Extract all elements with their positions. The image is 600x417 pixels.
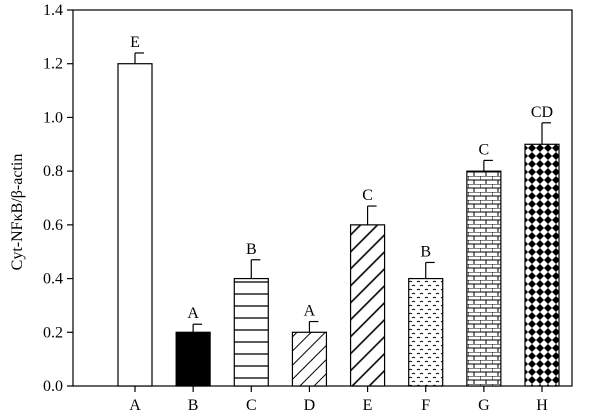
bar-F xyxy=(408,277,444,387)
significance-label: A xyxy=(187,305,199,322)
x-tick-label: C xyxy=(246,397,257,414)
y-tick-label: 0.2 xyxy=(43,324,63,341)
significance-label: B xyxy=(420,243,431,260)
bar-H xyxy=(524,143,560,387)
x-tick-label: A xyxy=(129,397,141,414)
bar-B xyxy=(175,331,211,387)
y-tick-label: 0.8 xyxy=(43,163,63,180)
significance-label: CD xyxy=(531,104,553,121)
x-tick-label: G xyxy=(478,397,490,414)
x-tick-label: D xyxy=(304,397,316,414)
bars: E A B A C B C CD xyxy=(117,34,560,387)
y-tick-label: 0.4 xyxy=(43,271,63,288)
y-axis-title: Cyt-NFκB/β-actin xyxy=(9,154,26,271)
y-tick-label: 1.2 xyxy=(43,56,63,73)
x-tick-label: E xyxy=(363,397,373,414)
x-tick-label: F xyxy=(421,397,430,414)
bar-C xyxy=(233,277,269,387)
significance-label: E xyxy=(130,34,140,51)
y-tick-label: 1.4 xyxy=(43,2,63,19)
y-axis: 0.0 0.2 0.4 0.6 0.8 1.0 1.2 1.4 xyxy=(43,2,73,395)
bar-E xyxy=(349,224,386,387)
bar-A xyxy=(117,63,153,387)
y-tick-label: 0.6 xyxy=(43,217,63,234)
significance-label: A xyxy=(304,303,316,320)
significance-label: C xyxy=(362,187,373,204)
y-tick-label: 1.0 xyxy=(43,109,63,126)
bar-G xyxy=(466,170,502,387)
y-tick-label: 0.0 xyxy=(43,378,63,395)
x-tick-label: B xyxy=(188,397,199,414)
x-axis: A B C D E F G H xyxy=(129,386,548,414)
x-tick-label: H xyxy=(536,397,548,414)
significance-label: C xyxy=(479,141,490,158)
significance-label: B xyxy=(246,241,257,258)
bar-D xyxy=(291,331,328,387)
